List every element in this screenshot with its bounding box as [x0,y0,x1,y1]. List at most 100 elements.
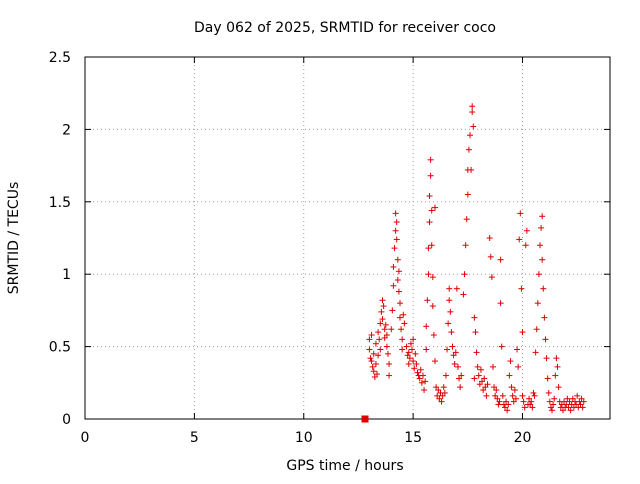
data-point-plus [550,401,557,408]
data-point-plus [405,349,412,356]
y-tick-label: 2 [62,122,71,138]
data-point-plus [444,346,451,353]
data-point-plus [383,343,390,350]
data-point-plus [398,326,405,333]
data-point-plus [462,242,469,249]
data-point-plus [379,297,386,304]
x-tick-label: 20 [514,430,532,446]
data-point-plus [403,343,410,350]
data-point-plus [395,268,402,275]
data-point-plus [499,392,506,399]
data-point-plus [519,392,526,399]
data-points [361,103,587,423]
data-point-plus [545,389,552,396]
data-point-plus [429,274,436,281]
data-point-plus [497,256,504,263]
x-tick-label: 15 [404,430,422,446]
y-tick-label: 0.5 [49,340,71,356]
data-point-plus [535,271,542,278]
data-point-plus [410,358,417,365]
data-point-plus [515,363,522,370]
data-point-plus [567,407,574,414]
data-point-plus [457,384,464,391]
data-point-plus [486,235,493,241]
data-point-plus [388,326,395,333]
data-point-plus [377,320,384,327]
data-point-plus [477,366,484,373]
data-point-plus [409,346,416,353]
data-point-plus [505,401,512,408]
y-axis-label: SRMTID / TECUs [6,182,22,295]
data-point-plus [390,263,397,270]
data-point-plus [426,193,433,200]
data-point-plus [447,308,454,315]
data-point-plus [449,343,456,350]
data-point-plus [522,242,529,249]
data-point-plus [442,372,449,379]
data-point-plus [580,398,587,405]
data-point-plus [509,392,516,399]
data-point-plus [452,349,459,356]
data-point-plus [392,227,399,234]
data-point-plus [376,336,383,343]
data-point-plus [425,271,432,278]
data-point-plus [549,407,556,414]
data-point-plus [460,291,467,298]
data-point-plus [440,384,447,391]
data-point-plus [543,355,550,362]
data-point-plus [372,360,379,367]
data-point-plus [378,308,385,315]
data-point-plus [426,219,433,226]
data-point-plus [427,172,434,179]
data-point-plus [541,314,548,321]
data-point-plus [454,363,461,370]
data-point-plus [533,326,540,333]
data-point-plus [432,358,438,365]
data-point-plus [523,227,530,234]
data-point-plus [405,360,412,367]
data-point-plus [422,378,429,385]
data-point-plus [528,398,535,405]
data-point-plus [481,375,488,382]
data-point-plus [552,372,559,379]
data-point-plus [394,276,401,283]
data-point-plus [368,332,375,339]
data-point-plus [448,329,455,336]
data-point-plus [520,398,527,405]
data-point-plus [375,329,382,336]
data-point-square [361,415,369,423]
data-point-plus [427,156,434,163]
data-point-plus [369,363,376,370]
data-point-plus [518,285,525,292]
data-point-plus [540,285,547,292]
data-point-plus [384,350,391,357]
data-point-plus [414,369,421,376]
data-point-plus [407,340,414,347]
data-point-plus [469,103,476,110]
data-point-plus [399,346,406,353]
data-point-plus [470,123,477,130]
data-point-plus [381,326,388,333]
grid-lines [85,57,610,419]
data-point-plus [423,323,430,330]
data-point-plus [412,350,419,357]
data-point-plus [368,358,375,365]
data-point-plus [579,404,586,411]
data-point-plus [394,256,401,263]
data-point-plus [428,207,435,214]
data-point-plus [423,346,430,353]
data-point-plus [517,210,524,217]
data-point-plus [504,407,511,414]
x-tick-label: 5 [190,430,199,446]
data-point-plus [391,245,398,252]
data-point-plus [390,282,397,289]
data-point-plus [516,236,523,243]
axis-ticks [84,56,610,420]
data-point-plus [400,311,407,318]
data-point-plus [463,216,470,223]
data-point-plus [383,332,390,339]
data-point-plus [451,360,458,367]
data-point-plus [392,210,399,217]
data-point-plus [418,379,425,386]
y-tick-label: 1 [62,267,71,283]
